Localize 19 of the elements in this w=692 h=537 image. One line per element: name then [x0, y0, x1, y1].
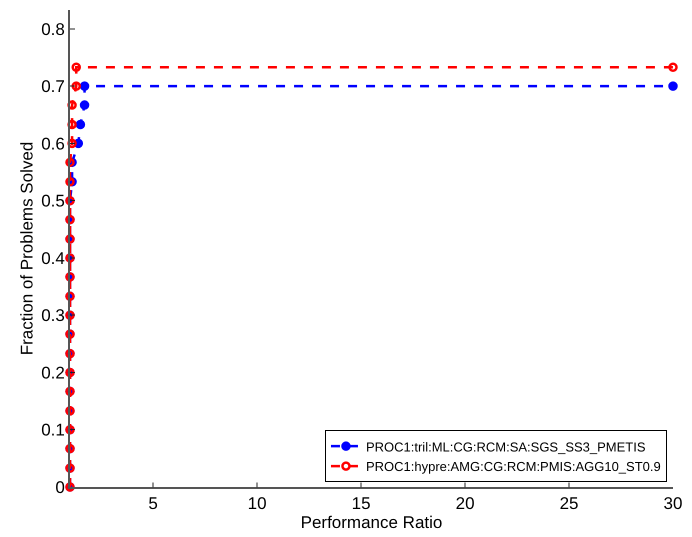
- y-tick-label: 0.7: [41, 77, 65, 96]
- x-tick-label: 25: [560, 494, 578, 514]
- y-tick-label: 0: [55, 478, 65, 497]
- y-axis-title: Fraction of Problems Solved: [17, 142, 36, 356]
- x-tick-label: 20: [456, 494, 475, 514]
- y-tick-label: 0.4: [41, 248, 65, 268]
- y-tick-label: 0.3: [41, 306, 65, 326]
- legend-label: PROC1:hypre:AMG:CG:RCM:PMIS:AGG10_ST0.9: [366, 459, 661, 474]
- x-tick-label: 5: [148, 494, 158, 514]
- y-tick-label: 0.2: [41, 363, 65, 382]
- x-tick-label: 10: [248, 494, 267, 514]
- legend-label: PROC1:tril:ML:CG:RCM:SA:SGS_SS3_PMETIS: [366, 439, 646, 454]
- y-tick-label: 0.8: [41, 20, 65, 39]
- y-tick-label: 0.6: [41, 134, 65, 154]
- x-axis-title: Performance Ratio: [300, 513, 442, 532]
- y-tick-label: 0.1: [41, 420, 65, 440]
- x-tick-label: 15: [352, 494, 371, 514]
- x-tick-label: 30: [664, 494, 682, 514]
- y-tick-label: 0.5: [41, 192, 65, 211]
